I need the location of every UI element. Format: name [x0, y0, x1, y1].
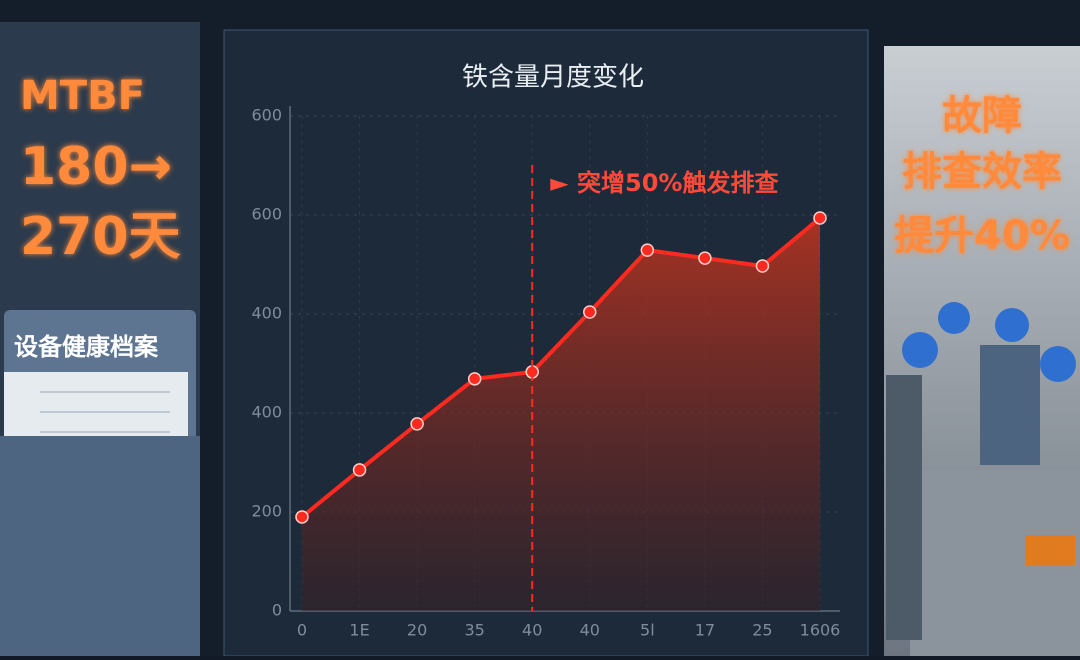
photo-worker: [886, 375, 922, 640]
folder-label: 设备健康档案: [14, 333, 159, 361]
right-line2: 排查效率: [902, 149, 1062, 195]
photo-helmet: [995, 308, 1029, 342]
right-line3: 提升40%: [894, 213, 1070, 259]
chart-title: 铁含量月度变化: [462, 63, 644, 93]
point: [698, 251, 712, 265]
photo-helmet: [1040, 346, 1076, 382]
line: [300, 216, 822, 519]
metric-label: MTBF: [20, 73, 145, 119]
x-tick-label: 40: [522, 621, 542, 640]
photo-worker: [980, 345, 1040, 465]
y-tick-label: 400: [251, 304, 282, 323]
x-tick-label: 40: [580, 621, 600, 640]
annotation: ► 突增50%触发排查: [550, 169, 778, 197]
point: [467, 372, 482, 386]
folder-pocket: [0, 436, 200, 656]
point: [640, 243, 655, 257]
x-tick-label: 1E: [349, 621, 369, 640]
y-tick-label: 200: [251, 502, 282, 521]
x-tick-label: 17: [695, 621, 715, 640]
metric-to: 270天: [20, 207, 181, 267]
x-tick-label: 1606: [800, 621, 841, 640]
metric-from: 180→: [20, 137, 172, 197]
x-tick-label: 5l: [640, 621, 655, 640]
y-tick-label: 400: [251, 403, 282, 422]
point: [352, 463, 367, 477]
y-tick-label: 600: [251, 106, 282, 125]
y-tick-label: 0: [272, 601, 282, 620]
point: [583, 305, 597, 319]
photo-helmet: [938, 302, 970, 334]
x-tick-label: 0: [297, 621, 307, 640]
point: [813, 211, 827, 225]
y-tick-label: 600: [251, 205, 282, 224]
area: [302, 217, 820, 611]
x-tick-label: 35: [464, 621, 484, 640]
x-tick-label: 25: [752, 621, 772, 640]
x-tick-label: 20: [407, 621, 427, 640]
point: [410, 417, 424, 431]
point: [755, 259, 770, 273]
right-line1: 故障: [942, 93, 1022, 139]
plot: 0 200 400 400 600 600 0 1E 20 35 40 40 5l 17 25 1606 ► 突…: [251, 106, 840, 640]
photo-helmet: [902, 332, 938, 368]
point: [295, 510, 309, 524]
photo-device: [1025, 535, 1075, 565]
